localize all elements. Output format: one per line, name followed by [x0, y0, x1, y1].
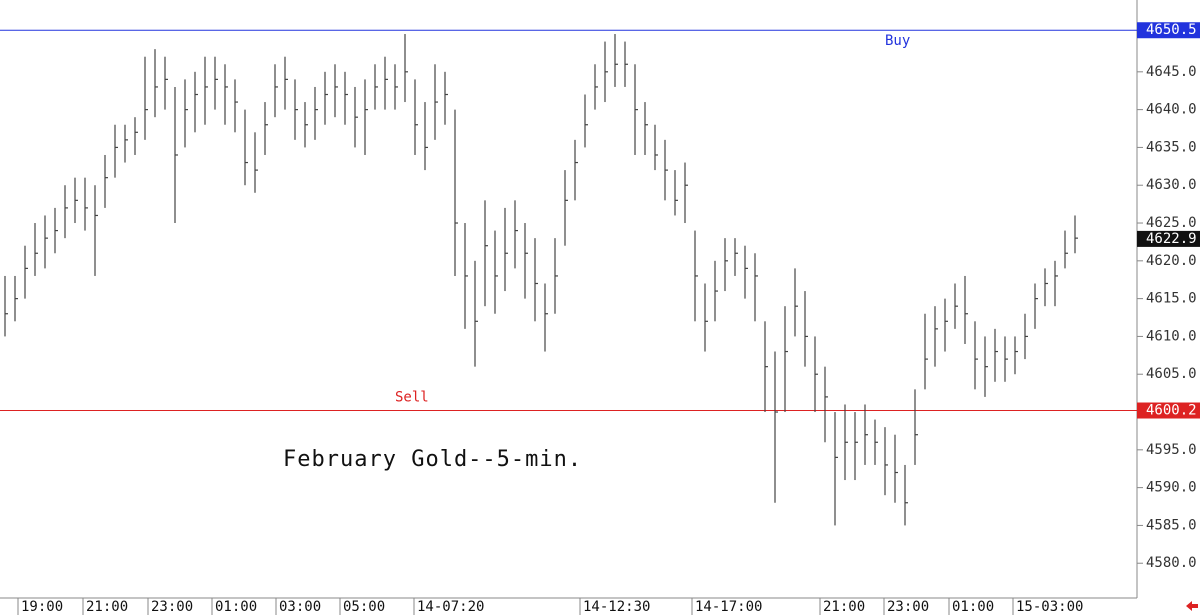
level-value: 4650.5 [1146, 22, 1197, 38]
x-tick-label: 14-17:00 [695, 599, 762, 615]
last-price-tag [1137, 230, 1200, 247]
x-tick-label: 14-12:30 [583, 599, 650, 615]
y-tick-label: 4630.0 [1146, 177, 1197, 193]
y-tick-label: 4640.0 [1146, 102, 1197, 118]
y-tick-label: 4625.0 [1146, 215, 1197, 231]
level-value: 4600.2 [1146, 403, 1197, 419]
x-tick-label: 21:00 [823, 599, 865, 615]
last-price: 4622.9 [1146, 231, 1197, 247]
level-label: Buy [885, 33, 910, 49]
x-tick-label: 01:00 [952, 599, 994, 615]
x-tick-label: 01:00 [215, 599, 257, 615]
x-tick-label: 19:00 [21, 599, 63, 615]
y-tick-label: 4610.0 [1146, 328, 1197, 344]
x-tick-label: 23:00 [151, 599, 193, 615]
x-tick-label: 15-03:00 [1016, 599, 1083, 615]
x-tick-label: 05:00 [343, 599, 385, 615]
y-tick-label: 4615.0 [1146, 291, 1197, 307]
y-tick-label: 4590.0 [1146, 480, 1197, 496]
level-label: Sell [395, 390, 429, 406]
x-tick-label: 14-07:20 [417, 599, 484, 615]
x-tick-label: 03:00 [279, 599, 321, 615]
y-tick-label: 4585.0 [1146, 517, 1197, 533]
y-tick-label: 4580.0 [1146, 555, 1197, 571]
chart-title: February Gold--5-min. [283, 447, 582, 472]
y-tick-label: 4595.0 [1146, 442, 1197, 458]
x-tick-label: 23:00 [887, 599, 929, 615]
y-tick-label: 4620.0 [1146, 253, 1197, 269]
y-tick-label: 4605.0 [1146, 366, 1197, 382]
scroll-arrow[interactable] [1186, 601, 1198, 611]
y-tick-label: 4645.0 [1146, 64, 1197, 80]
level-tag [1137, 22, 1200, 39]
x-tick-label: 21:00 [86, 599, 128, 615]
level-tag [1137, 402, 1200, 419]
y-tick-label: 4635.0 [1146, 139, 1197, 155]
